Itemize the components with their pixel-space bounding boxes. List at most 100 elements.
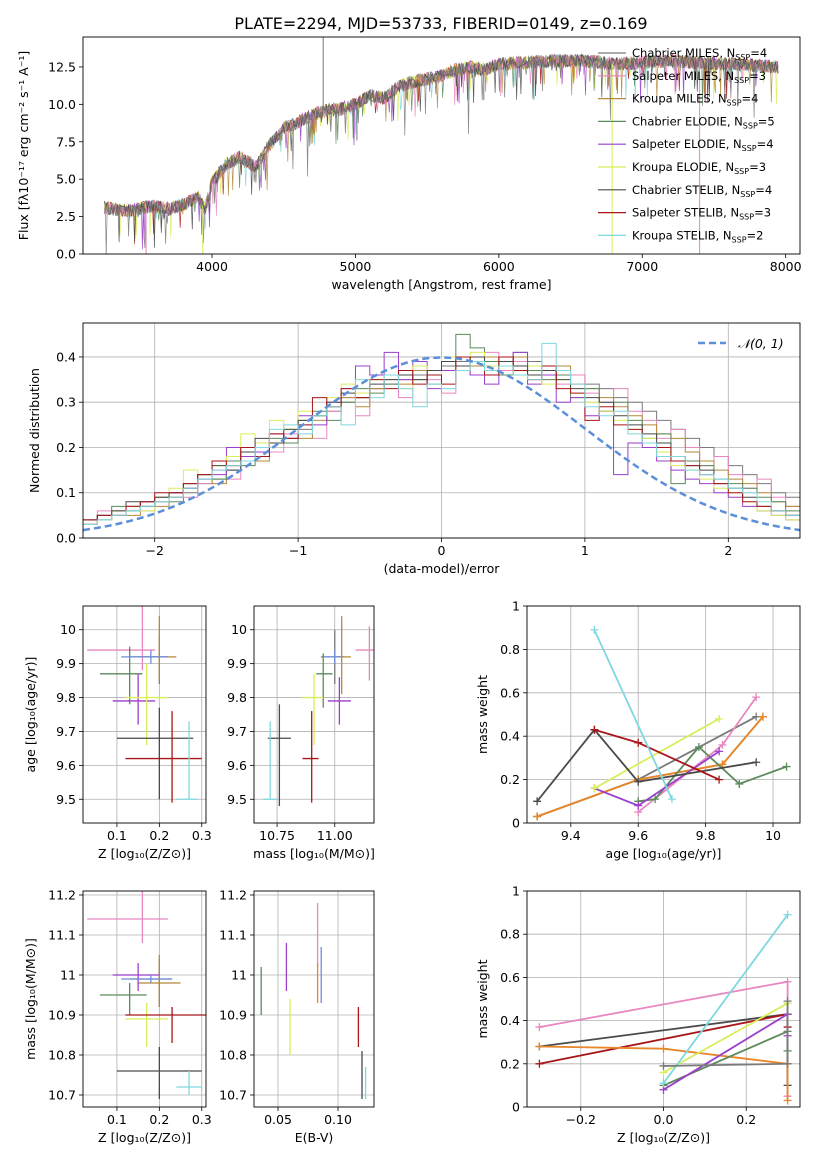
series-kroupa_elodie xyxy=(663,1002,789,1074)
spectrum-axes: 4000 5000 6000 7000 8000 0.0 2.5 5.0 7.5 10.0 12.5… xyxy=(16,51,802,292)
y-tick-label: 0.8 xyxy=(500,642,520,657)
errorbar-salpeter_stelib xyxy=(125,1007,206,1043)
errorbar-salpeter_elodie xyxy=(112,673,156,725)
errorbar-chabrier_miles xyxy=(129,636,168,684)
plot-frame xyxy=(82,322,801,539)
marker-salpeter_stelib xyxy=(590,725,599,734)
age_vs_mass-axes: 10.75 11.00 9.5 9.6 9.7 9.8 9.9 10 mass [log₁₀(M… xyxy=(227,606,375,861)
y-tick-label: 10.9 xyxy=(48,1008,76,1023)
y-axis-label: mass weight xyxy=(475,675,490,754)
y-tick-label: 11.1 xyxy=(219,928,247,943)
y-tick-label: 0.4 xyxy=(500,1013,520,1028)
series-kroupa_elodie xyxy=(593,718,720,790)
legend-label-salpeter_miles: Salpeter MILES, NSSP=3 xyxy=(632,69,766,85)
errorbar-salpeter_miles xyxy=(355,626,374,681)
marker-chabrier_stelib xyxy=(533,797,542,806)
marker-salpeter_stelib xyxy=(634,738,643,747)
y-tick-label: 1 xyxy=(512,599,520,614)
y-tick-label: 9.5 xyxy=(227,792,247,807)
errorbar-kroupa_elodie xyxy=(125,1003,168,1047)
y-tick-label: 12.5 xyxy=(48,59,76,74)
errorbar-blue_marker xyxy=(121,975,173,983)
mass_vs_Z-axes: 0.1 0.2 0.3 10.7 10.8 10.9 11 11.1 11.2 Z [log₁₀(… xyxy=(23,888,212,1146)
y-tick-label: 11.1 xyxy=(48,928,76,943)
y-tick-label: 9.9 xyxy=(56,656,76,671)
age_vs_mass-points xyxy=(263,616,374,807)
y-tick-label: 2.5 xyxy=(56,209,76,224)
series-kroupa_stelib xyxy=(662,914,789,1084)
y-axis-label: Flux [fλ10⁻¹⁷ erg cm⁻² s⁻¹ A⁻¹] xyxy=(16,51,31,240)
histogram-kroupa_stelib xyxy=(83,342,800,525)
x-axis-label: Z [log₁₀(Z/Z⊙)] xyxy=(98,1130,191,1145)
x-tick-label: 0.2 xyxy=(149,828,169,843)
marker-kroupa_stelib xyxy=(659,1079,668,1088)
y-axis-label: Normed distribution xyxy=(27,368,42,493)
errorbar-blue_marker xyxy=(121,650,168,664)
marker-chabrier_miles xyxy=(783,1059,792,1068)
errorbar-kroupa_elodie xyxy=(302,673,324,746)
y-axis-label: age [log₁₀(age/yr)] xyxy=(23,657,38,773)
legend-label-gaussian: 𝒩(0, 1) xyxy=(738,336,784,351)
errorbar-salpeter_miles xyxy=(87,606,156,671)
y-tick-label: 9.6 xyxy=(227,758,247,773)
x-tick-label: −0.2 xyxy=(566,1112,596,1127)
marker-chabrier_elodie xyxy=(782,762,791,771)
y-tick-label: 0.0 xyxy=(56,247,76,262)
plot-frame xyxy=(82,36,801,255)
marker-chabrier_stelib xyxy=(634,777,643,786)
marker-salpeter_elodie xyxy=(715,747,724,756)
y-tick-label: 9.7 xyxy=(56,724,76,739)
y-tick-label: 11.2 xyxy=(219,888,247,903)
errorbar-chabrier_elodie xyxy=(99,983,147,1015)
massweight_vs_Z-axes: −0.2 0.0 0.2 0 0.2 0.4 0.6 0.8 1 Z [log₁₀(Z/Z⊙)] m… xyxy=(475,884,800,1145)
y-tick-label: 9.5 xyxy=(56,792,76,807)
x-tick-label: 9.6 xyxy=(628,828,648,843)
legend-label-kroupa_stelib: Kroupa STELIB, NSSP=2 xyxy=(632,228,763,244)
errorbar-chabrier_elodie xyxy=(99,646,143,705)
plot-frame xyxy=(253,605,375,824)
histogram-salpeter_stelib xyxy=(83,356,800,521)
legend-label-chabrier_elodie: Chabrier ELODIE, NSSP=5 xyxy=(632,114,775,130)
errorbar-kroupa_elodie xyxy=(125,663,168,746)
marker-chabrier_miles xyxy=(752,712,761,721)
y-tick-label: 0.6 xyxy=(500,970,520,985)
spectrum-chabrier_miles xyxy=(104,54,779,254)
marker-kroupa_elodie xyxy=(715,714,724,723)
marker-kroupa_stelib xyxy=(590,625,599,634)
series-kroupa_stelib xyxy=(593,629,673,800)
series-orange xyxy=(539,1045,789,1101)
y-tick-label: 0.1 xyxy=(56,485,76,500)
mass_vs_Z-points xyxy=(87,891,206,1099)
errorbar-chabrier_stelib xyxy=(267,704,291,807)
series-orange xyxy=(536,716,764,818)
errorbar-salpeter_stelib xyxy=(302,711,319,803)
residual-histograms xyxy=(83,333,800,532)
plot-frame xyxy=(82,605,207,824)
y-tick-label: 9.8 xyxy=(56,690,76,705)
errorbar-kroupa_stelib xyxy=(176,721,198,800)
gaussian-curve xyxy=(83,356,800,532)
marker-chabrier_miles xyxy=(659,1061,668,1070)
legend-label-kroupa_elodie: Kroupa ELODIE, NSSP=3 xyxy=(632,160,766,176)
marker-chabrier_elodie xyxy=(694,743,703,752)
x-tick-label: 0.3 xyxy=(192,1112,212,1127)
x-tick-label: 4000 xyxy=(196,259,228,274)
age_vs_Z-points xyxy=(87,606,202,803)
legend-label-chabrier_stelib: Chabrier STELIB, NSSP=4 xyxy=(632,183,772,199)
y-tick-label: 11 xyxy=(60,968,76,983)
x-tick-label: 11.00 xyxy=(317,828,353,843)
marker-orange xyxy=(783,1096,792,1105)
mass_vs_ebv-axes: 0.05 0.10 10.7 10.8 10.9 11 11.1 11.2 E(B-V) xyxy=(219,888,374,1145)
x-tick-label: 5000 xyxy=(340,259,372,274)
x-axis-label: E(B-V) xyxy=(295,1130,334,1145)
x-tick-label: −2 xyxy=(145,543,163,558)
plot-frame xyxy=(526,605,801,824)
y-tick-label: 9.6 xyxy=(56,758,76,773)
x-axis-label: Z [log₁₀(Z/Z⊙)] xyxy=(617,1130,710,1145)
series-chabrier_miles xyxy=(536,715,757,818)
legend-label-chabrier_miles: Chabrier MILES, NSSP=4 xyxy=(632,46,767,62)
x-axis-label: mass [log₁₀(M/M⊙)] xyxy=(253,846,375,861)
y-tick-label: 10 xyxy=(60,622,76,637)
legend-label-kroupa_miles: Kroupa MILES, NSSP=4 xyxy=(632,92,758,108)
